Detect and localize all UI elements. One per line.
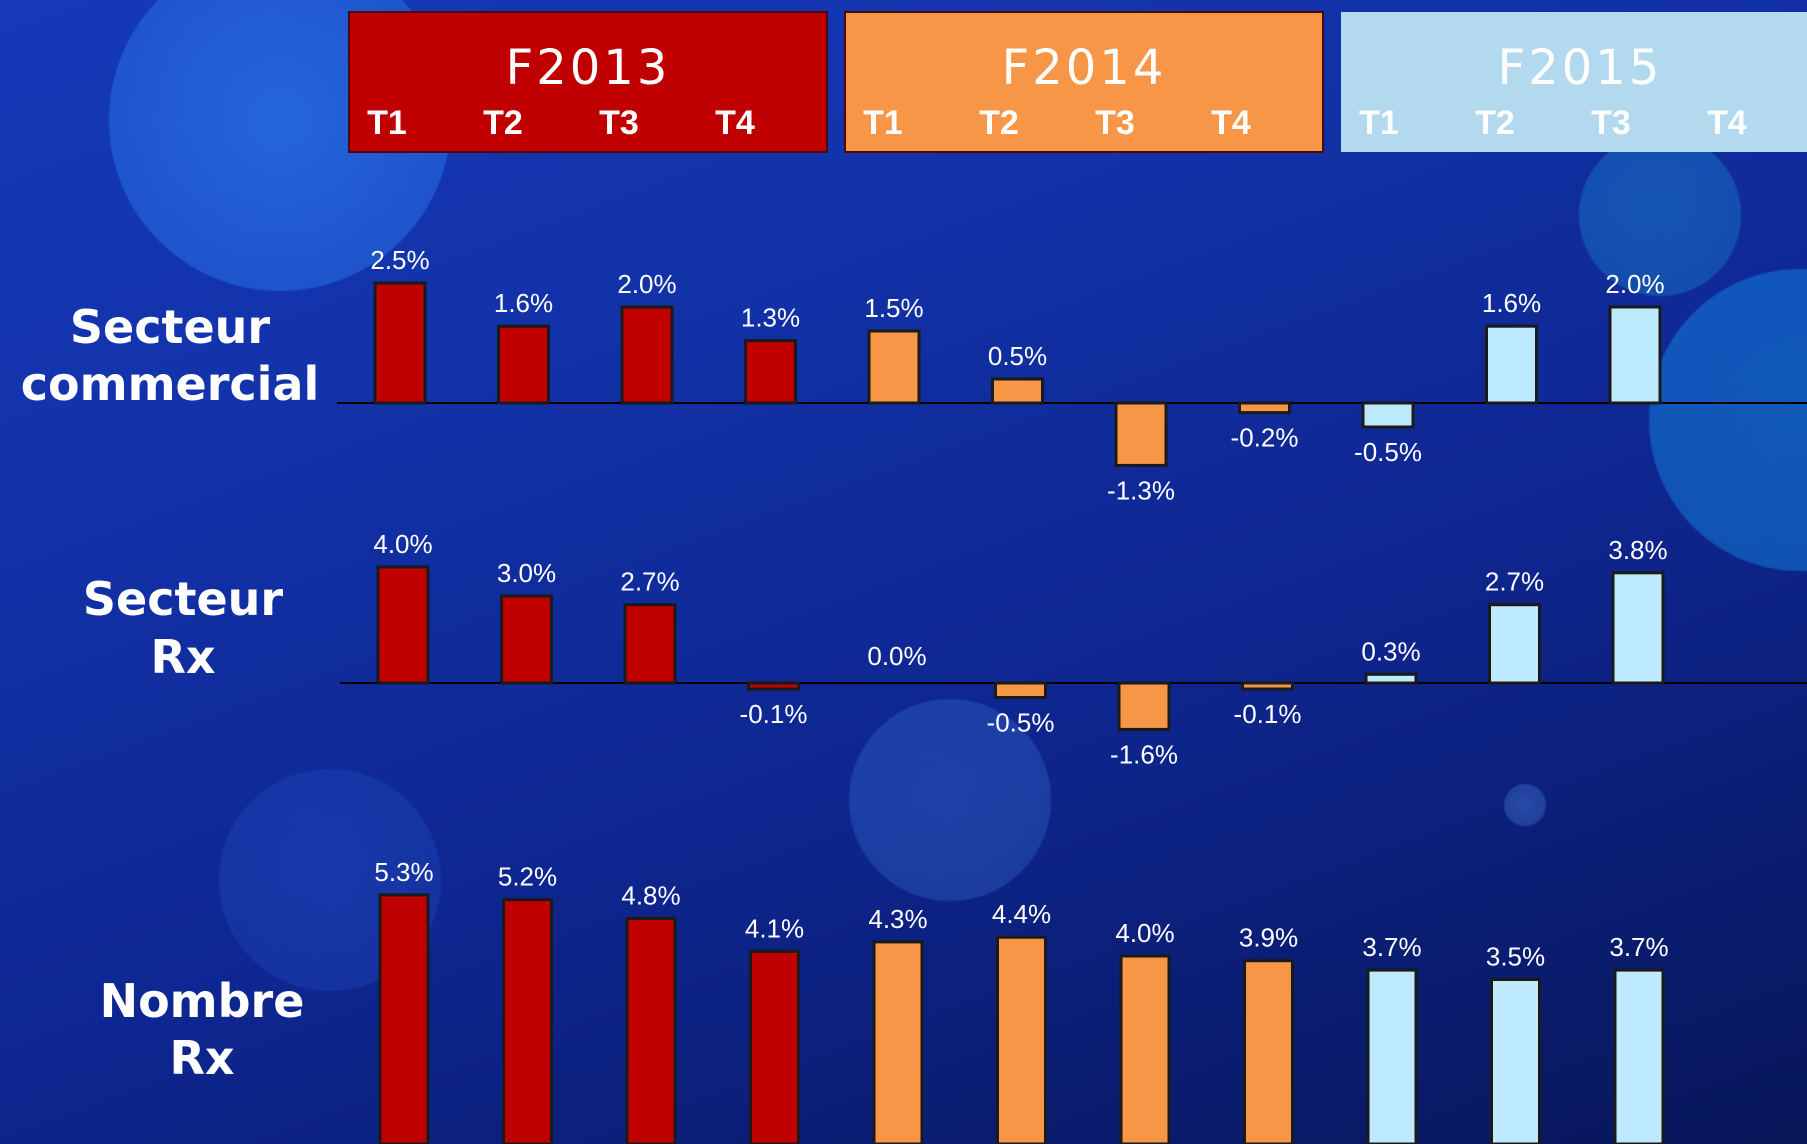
bar	[1114, 401, 1168, 467]
quarter-label: T3	[599, 104, 639, 142]
bar	[1611, 571, 1665, 685]
data-label: -0.5%	[987, 708, 1055, 738]
data-label: 3.8%	[1608, 535, 1667, 565]
bar	[373, 281, 427, 405]
row-label: Nombre	[100, 974, 305, 1028]
data-label: 4.3%	[868, 904, 927, 934]
bar	[1488, 603, 1541, 685]
quarter-label: T4	[1707, 104, 1747, 142]
data-label: 4.4%	[992, 899, 1051, 929]
row-label: commercial	[21, 357, 319, 411]
bar	[994, 681, 1047, 699]
quarter-label: T4	[715, 104, 755, 142]
data-label: 0.0%	[867, 641, 926, 671]
year-header-f2014	[844, 11, 1324, 153]
row-label: Rx	[169, 1031, 234, 1085]
data-label: 0.3%	[1361, 636, 1420, 666]
data-label: 2.5%	[370, 245, 429, 275]
data-label: -1.6%	[1110, 739, 1178, 769]
data-label: 2.0%	[617, 269, 676, 299]
data-label: 3.0%	[497, 558, 556, 588]
data-label: 4.8%	[621, 880, 680, 910]
data-label: 2.7%	[1485, 567, 1544, 597]
bar	[996, 935, 1047, 1144]
data-label: 1.6%	[494, 288, 553, 318]
bar	[500, 594, 553, 685]
bar	[1490, 978, 1541, 1144]
year-header-title: F2013	[506, 40, 671, 96]
year-header-title: F2015	[1498, 40, 1663, 96]
data-label: 1.6%	[1482, 288, 1541, 318]
bar	[623, 603, 677, 685]
bar	[502, 898, 553, 1144]
data-label: 3.7%	[1609, 932, 1668, 962]
bar	[1117, 681, 1171, 731]
bar	[1608, 305, 1662, 405]
quarter-label: T1	[1359, 104, 1399, 142]
data-label: 5.2%	[498, 862, 557, 892]
data-label: 3.7%	[1362, 932, 1421, 962]
data-label: -0.1%	[1234, 699, 1302, 729]
bar	[1364, 672, 1418, 685]
data-label: 2.7%	[620, 567, 679, 597]
bar	[620, 305, 674, 405]
bar	[1485, 324, 1538, 405]
data-label: 0.5%	[988, 341, 1047, 371]
data-label: 4.1%	[745, 913, 804, 943]
bar	[867, 329, 921, 405]
data-label: 4.0%	[373, 529, 432, 559]
row-label: Secteur	[83, 572, 284, 626]
bar	[747, 681, 800, 691]
year-header-f2013	[348, 11, 828, 153]
data-label: 3.9%	[1239, 923, 1298, 953]
bar	[1119, 954, 1171, 1144]
bar	[749, 949, 800, 1144]
bar	[991, 377, 1044, 405]
quarter-label: T2	[979, 104, 1019, 142]
data-label: 3.5%	[1486, 942, 1545, 972]
data-label: 4.0%	[1115, 918, 1174, 948]
bar	[1361, 401, 1415, 429]
quarter-label: T2	[1475, 104, 1515, 142]
data-label: 1.5%	[864, 293, 923, 323]
quarter-label: T1	[367, 104, 407, 142]
data-label: -1.3%	[1107, 475, 1175, 505]
quarter-label: T3	[1095, 104, 1135, 142]
quarter-label: T2	[483, 104, 523, 142]
data-label: -0.1%	[740, 699, 808, 729]
bar	[1238, 401, 1291, 415]
quarter-label: T3	[1591, 104, 1631, 142]
bar	[1366, 968, 1418, 1144]
data-label: -0.5%	[1354, 437, 1422, 467]
quarter-label: T1	[863, 104, 903, 142]
bar	[744, 339, 797, 405]
bar	[497, 324, 550, 405]
data-label: 5.3%	[374, 857, 433, 887]
bar	[1241, 681, 1294, 691]
year-header-f2015	[1341, 12, 1807, 152]
bar	[1613, 968, 1665, 1144]
row-label: Rx	[150, 630, 215, 684]
data-label: 1.3%	[741, 303, 800, 333]
bar	[872, 940, 924, 1144]
bar	[376, 565, 430, 685]
row-label: Secteur	[70, 300, 271, 354]
bar	[1243, 959, 1294, 1144]
bar	[625, 916, 677, 1144]
data-label: 2.0%	[1605, 269, 1664, 299]
data-label: -0.2%	[1231, 423, 1299, 453]
year-header-title: F2014	[1002, 40, 1167, 96]
bar	[378, 893, 430, 1144]
quarter-label: T4	[1211, 104, 1251, 142]
